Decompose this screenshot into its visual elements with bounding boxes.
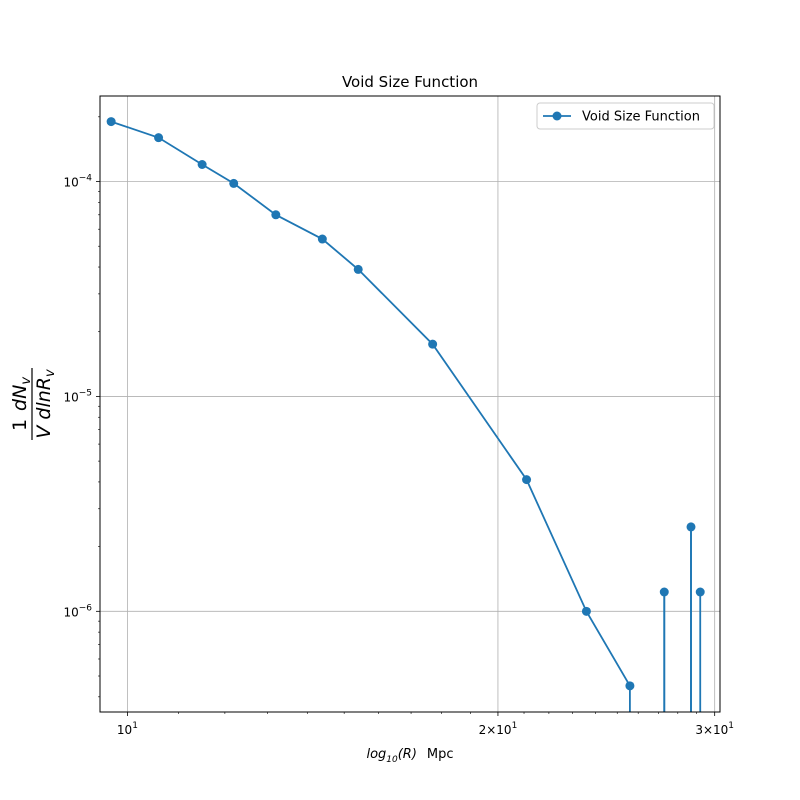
data-point bbox=[695, 587, 705, 597]
y-tick-label: 10−5 bbox=[63, 388, 92, 404]
y-axis-label-fraction: 1dNv V dlnRv bbox=[9, 368, 58, 440]
x-tick-exp: 1 bbox=[728, 721, 734, 731]
data-point bbox=[353, 264, 363, 274]
y-axis-label: 1dNv V dlnRv bbox=[9, 368, 58, 440]
y-tick-base: 10 bbox=[63, 605, 78, 619]
chart-title: Void Size Function bbox=[342, 73, 478, 91]
legend-marker bbox=[552, 111, 562, 121]
x-tick-coef: 3× bbox=[695, 723, 713, 737]
data-point bbox=[686, 522, 696, 532]
data-point bbox=[428, 339, 438, 349]
x-tick-base: 10 bbox=[713, 723, 728, 737]
x-tick-coef: 2× bbox=[479, 723, 497, 737]
x-tick-exp: 1 bbox=[132, 721, 138, 731]
y-tick-base: 10 bbox=[63, 390, 78, 404]
plot-frame bbox=[99, 95, 721, 713]
y-tick-exp: −5 bbox=[79, 388, 92, 398]
data-point bbox=[659, 587, 669, 597]
y-label-den: V dlnR bbox=[33, 377, 55, 439]
data-point bbox=[271, 210, 281, 220]
data-point bbox=[317, 234, 327, 244]
y-tick-base: 10 bbox=[63, 176, 78, 190]
legend: Void Size Function bbox=[536, 102, 715, 130]
x-axis-label-sub: 10 bbox=[386, 755, 398, 765]
data-point bbox=[522, 475, 532, 485]
data-point bbox=[229, 178, 239, 188]
y-tick-exp: −6 bbox=[79, 603, 93, 613]
y-label-den-sub: v bbox=[43, 369, 58, 377]
y-label-dn: dN bbox=[9, 385, 31, 411]
data-point bbox=[154, 133, 164, 143]
data-point bbox=[197, 160, 207, 170]
x-tick-exp: 1 bbox=[512, 721, 518, 731]
y-label-dn-sub: v bbox=[19, 377, 34, 385]
grid bbox=[100, 96, 720, 712]
x-axis-label-unit: Mpc bbox=[427, 747, 454, 762]
data-point bbox=[581, 606, 591, 616]
x-tick-base: 10 bbox=[117, 723, 132, 737]
x-axis-label-log: log bbox=[366, 747, 386, 762]
legend-box bbox=[536, 102, 715, 130]
y-tick-label: 10−4 bbox=[63, 174, 92, 190]
y-tick-exp: −4 bbox=[79, 174, 93, 184]
x-axis-label-arg: (R) bbox=[398, 747, 417, 762]
plot-series bbox=[106, 117, 705, 712]
x-tick-label: 2×101 bbox=[479, 721, 518, 737]
x-axis-label: log10(R) Mpc bbox=[366, 747, 453, 765]
y-axis-label-numerator: 1 dNv bbox=[9, 377, 34, 431]
data-point bbox=[625, 681, 635, 691]
data-point bbox=[106, 117, 116, 127]
y-label-one: 1 bbox=[9, 419, 31, 431]
x-tick-label: 3×101 bbox=[695, 721, 734, 737]
y-tick-label: 10−6 bbox=[63, 603, 92, 619]
y-axis-label-denominator: V dlnRv bbox=[33, 369, 58, 439]
legend-label: Void Size Function bbox=[582, 110, 700, 125]
x-tick-label: 101 bbox=[117, 721, 138, 737]
x-tick-base: 10 bbox=[496, 723, 511, 737]
